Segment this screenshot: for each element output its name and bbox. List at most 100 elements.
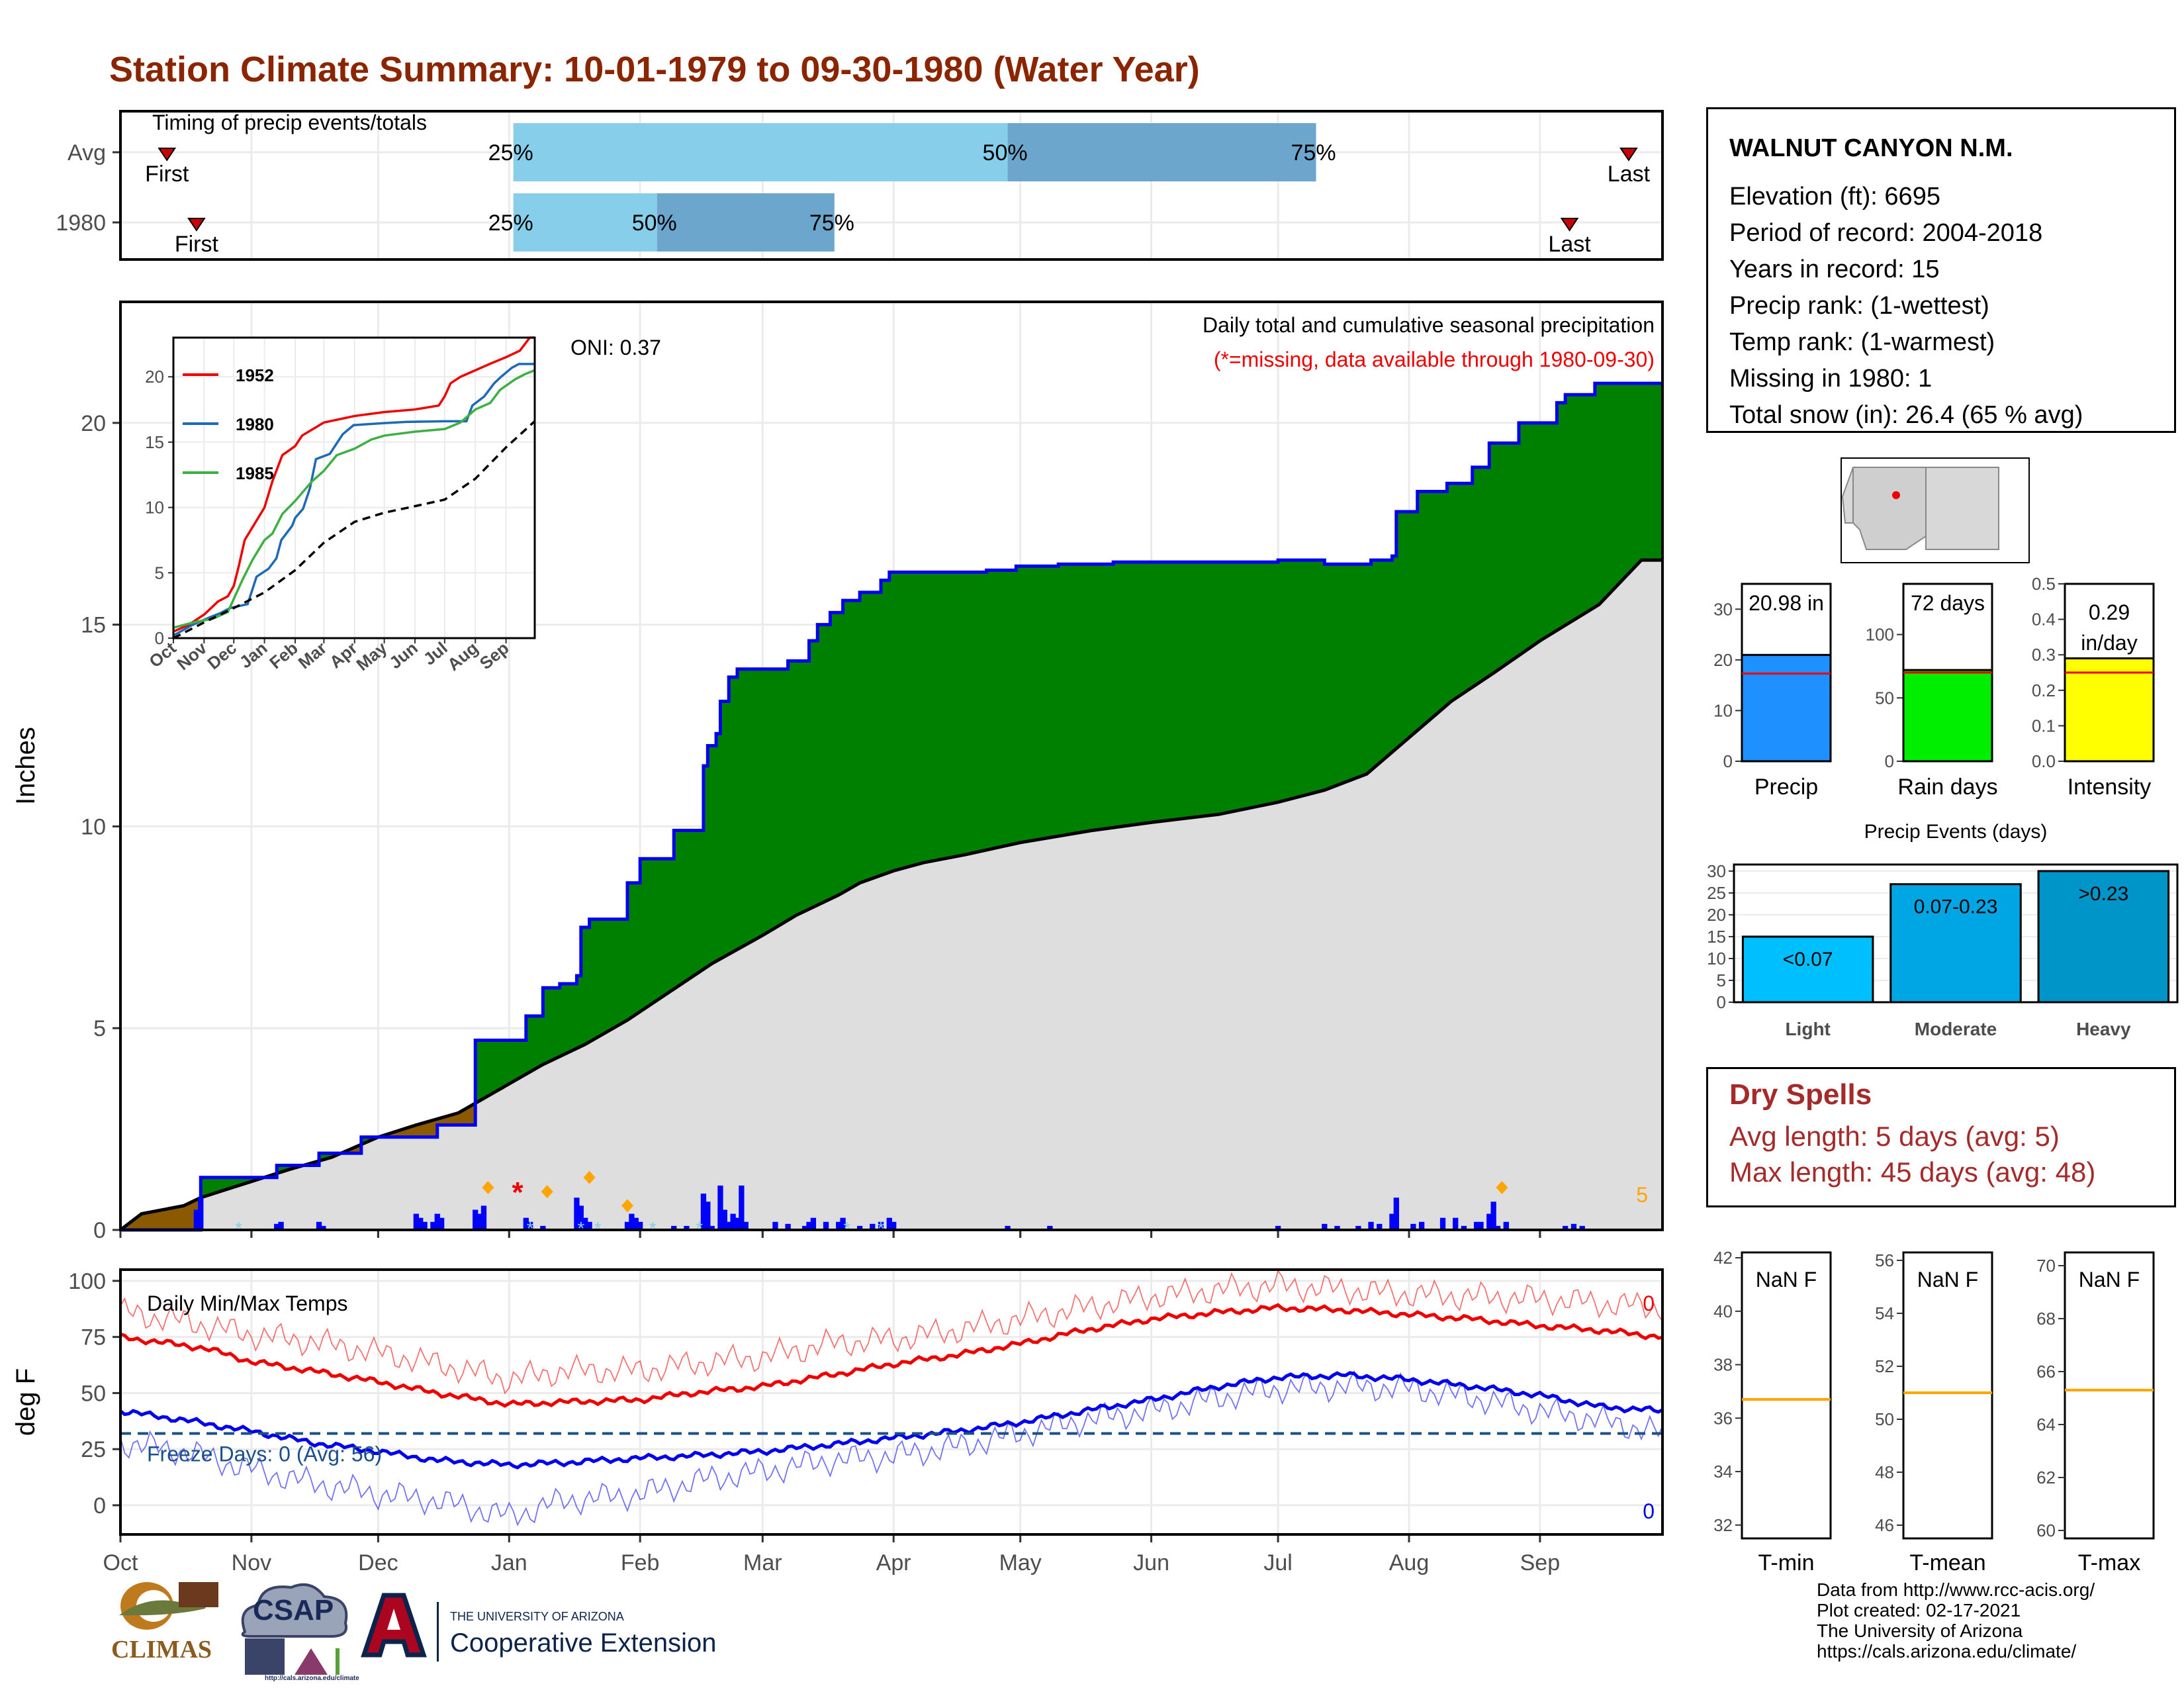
average-cumulative-area bbox=[120, 560, 1662, 1230]
freeze-days-label: Freeze Days: 0 (Avg: 56) bbox=[147, 1442, 382, 1466]
daily-precip-bar bbox=[473, 1209, 478, 1230]
dry-spells-max: Max length: 45 days (avg: 48) bbox=[1729, 1156, 2096, 1188]
daily-precip-bar bbox=[540, 1225, 546, 1230]
month-tick-label: Aug bbox=[1389, 1550, 1430, 1575]
csap-url: http://cals.arizona.edu/climate bbox=[265, 1675, 359, 1682]
daily-precip-bar bbox=[671, 1225, 677, 1230]
tsum-y-tick-label: 60 bbox=[2036, 1521, 2056, 1540]
new-mexico-shape bbox=[1925, 467, 1999, 550]
inset-series-line bbox=[173, 369, 535, 629]
timing-label-q50: 50% bbox=[983, 140, 1028, 165]
summary-y-tick-label: 0.0 bbox=[2032, 751, 2056, 771]
month-tick-label: Nov bbox=[232, 1550, 271, 1575]
daily-precip-bar bbox=[700, 1194, 707, 1230]
tsum-y-tick-label: 64 bbox=[2036, 1415, 2056, 1434]
daily-precip-bar bbox=[578, 1205, 584, 1230]
summary-y-tick-label: 0 bbox=[1885, 751, 1894, 771]
daily-precip-bar bbox=[439, 1217, 445, 1230]
daily-precip-bar bbox=[1439, 1217, 1446, 1230]
snow-marker: * bbox=[649, 1218, 657, 1239]
temp-y-axis-label: deg F bbox=[11, 1368, 40, 1436]
events-y-tick-label: 0 bbox=[1717, 992, 1726, 1012]
daily-precip-bar bbox=[1486, 1213, 1492, 1230]
timing-bar-q25-q50 bbox=[513, 193, 657, 252]
daily-precip-bar bbox=[823, 1221, 829, 1230]
tmin-count: 0 bbox=[1643, 1499, 1655, 1523]
summary-y-tick-label: 50 bbox=[1875, 688, 1894, 708]
snow-marker: * bbox=[235, 1218, 242, 1239]
tsum-y-tick-label: 34 bbox=[1713, 1462, 1733, 1481]
event-bar bbox=[2037, 870, 2170, 1004]
tsum-y-tick-label: 46 bbox=[1875, 1515, 1894, 1535]
daily-precip-bar bbox=[1389, 1213, 1395, 1230]
ua-divider bbox=[437, 1602, 439, 1662]
tsum-value-label: NaN F bbox=[2079, 1268, 2140, 1291]
summary-category-label: Precip bbox=[1754, 774, 1818, 800]
temp-y-tick-label: 50 bbox=[81, 1381, 106, 1406]
main-y-tick-label: 10 bbox=[81, 814, 106, 839]
tsum-y-tick-label: 38 bbox=[1713, 1355, 1733, 1375]
daily-precip-bar bbox=[709, 1225, 715, 1230]
summary-category-label: Rain days bbox=[1897, 774, 1997, 800]
inset-series-line bbox=[173, 336, 535, 633]
inset-frame bbox=[172, 336, 536, 639]
main-annotation: Daily total and cumulative seasonal prec… bbox=[1203, 313, 1655, 337]
csap-logo-text: CSAP bbox=[253, 1594, 334, 1626]
events-y-tick-label: 20 bbox=[1707, 905, 1726, 925]
main-y-tick-label: 0 bbox=[93, 1218, 106, 1243]
heavy-event-marker bbox=[1496, 1180, 1508, 1194]
daily-precip-bar bbox=[721, 1209, 727, 1230]
station-info-line: Total snow (in): 26.4 (65 % avg) bbox=[1729, 401, 2083, 429]
summary-bar-label: 0.29 bbox=[2089, 600, 2130, 624]
daily-precip-bar bbox=[629, 1213, 635, 1230]
last-label: Last bbox=[1548, 232, 1591, 257]
tsum-y-tick-label: 56 bbox=[1875, 1250, 1894, 1270]
daily-precip-bar bbox=[772, 1221, 778, 1230]
temp-y-tick-label: 25 bbox=[81, 1437, 106, 1462]
temperature-summary-bars: 32 34 36 38 40 42 NaN F T-min 46 48 50 52 54 56 NaN F T… bbox=[1713, 1248, 2155, 1575]
temp-plot-bg bbox=[120, 1270, 1662, 1534]
ua-big-text: Cooperative Extension bbox=[450, 1628, 717, 1658]
main-y-tick-label: 20 bbox=[81, 411, 106, 436]
oni-value: ONI: 0.37 bbox=[570, 336, 661, 359]
daily-precip-bar bbox=[193, 1209, 200, 1230]
summary-y-tick-label: 0.2 bbox=[2032, 680, 2056, 700]
station-info-line: Missing in 1980: 1 bbox=[1729, 365, 1933, 393]
events-y-tick-label: 15 bbox=[1707, 927, 1726, 947]
summary-y-tick-label: 100 bbox=[1866, 625, 1894, 645]
daily-precip-bar bbox=[1410, 1223, 1416, 1230]
daily-precip-bar bbox=[1503, 1221, 1509, 1230]
climas-logo-text: CLIMAS bbox=[111, 1636, 212, 1664]
station-info-line: Elevation (ft): 6695 bbox=[1729, 183, 1940, 211]
daily-precip-bar bbox=[198, 1197, 204, 1230]
tsum-y-tick-label: 36 bbox=[1713, 1408, 1733, 1428]
tsum-y-tick-label: 52 bbox=[1875, 1356, 1894, 1376]
temp-frame bbox=[119, 1268, 1664, 1536]
daily-precip-bar bbox=[274, 1223, 280, 1230]
tsum-value-label: NaN F bbox=[1917, 1268, 1978, 1291]
daily-precip-bar bbox=[886, 1217, 892, 1230]
tsum-y-tick-label: 70 bbox=[2036, 1256, 2056, 1276]
daily-precip-bar bbox=[1047, 1225, 1053, 1230]
month-tick-label: Jun bbox=[1133, 1550, 1169, 1575]
daily-precip-bar bbox=[739, 1185, 745, 1230]
tsum-category-label: T-mean bbox=[1909, 1550, 1985, 1575]
inset-legend-label: 1952 bbox=[236, 365, 274, 385]
ua-logo-icon bbox=[361, 1593, 427, 1658]
event-category-label: Light bbox=[1785, 1019, 1830, 1039]
daily-precip-bar bbox=[527, 1221, 533, 1230]
daily-precip-bar bbox=[477, 1213, 482, 1230]
events-y-tick-label: 30 bbox=[1707, 861, 1726, 881]
station-location-marker bbox=[1892, 491, 1900, 499]
first-label: First bbox=[175, 232, 219, 257]
summary-y-tick-label: 0.3 bbox=[2032, 645, 2056, 665]
snow-marker: * bbox=[577, 1218, 584, 1239]
missing-marker: * bbox=[512, 1176, 523, 1209]
station-info-box: WALNUT CANYON N.M. Elevation (ft): 6695 P… bbox=[1706, 107, 2176, 433]
inset-y-tick-label: 15 bbox=[145, 432, 164, 452]
tsum-y-tick-label: 68 bbox=[2036, 1309, 2056, 1329]
daily-precip-bar bbox=[840, 1217, 846, 1230]
event-count: 5 bbox=[1636, 1183, 1648, 1207]
daily-precip-bar bbox=[1570, 1223, 1577, 1230]
tsum-value-label: NaN F bbox=[1756, 1268, 1817, 1291]
